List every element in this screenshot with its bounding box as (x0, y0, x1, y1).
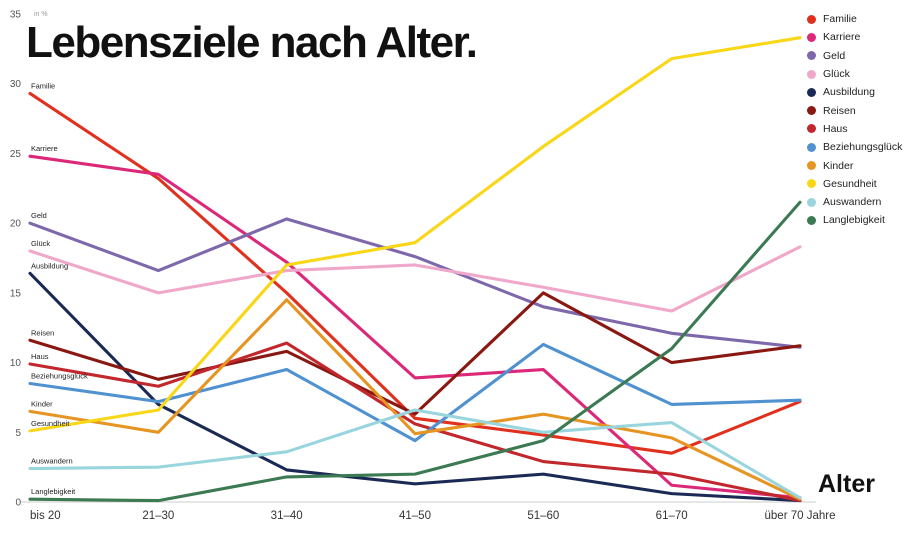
series-line-geld (28, 217, 802, 349)
series-line-kinder (28, 298, 802, 501)
legend-label: Reisen (823, 104, 856, 117)
series-start-label-familie: Familie (31, 81, 55, 90)
legend-item-glück: Glück (807, 65, 907, 83)
series-line-langlebigkeit (28, 200, 802, 503)
series-start-label-kinder: Kinder (31, 399, 53, 408)
series-line-glück (28, 245, 802, 313)
legend-dot (807, 51, 816, 61)
legend-item-familie: Familie (807, 10, 907, 28)
legend-dot (807, 124, 816, 134)
y-tick-label: 10 (10, 358, 22, 369)
legend-label: Karriere (823, 31, 861, 44)
legend-item-beziehungsglück: Beziehungsglück (807, 138, 907, 156)
series-start-label-auswandern: Auswandern (31, 457, 73, 466)
legend-dot (807, 87, 816, 97)
x-tick-label: bis 20 (30, 510, 61, 522)
legend-dot (807, 106, 816, 116)
y-tick-label: 0 (15, 498, 21, 509)
legend-label: Geld (823, 49, 846, 62)
x-tick-label: 61–70 (656, 510, 688, 522)
x-tick-label: 21–30 (142, 510, 174, 522)
series-line-gesundheit (28, 36, 802, 433)
legend-dot (807, 179, 816, 189)
x-tick-label: 41–50 (399, 510, 431, 522)
legend-item-ausbildung: Ausbildung (807, 83, 907, 101)
x-tick-label: 51–60 (527, 510, 559, 522)
series-start-label-karriere: Karriere (31, 144, 58, 153)
legend-dot (807, 197, 816, 207)
series-start-label-gesundheit: Gesundheit (31, 419, 70, 428)
x-axis-title: Alter (818, 470, 875, 498)
legend-label: Haus (823, 122, 848, 135)
legend-dot (807, 32, 816, 42)
series-line-beziehungsglück (28, 342, 802, 443)
series-line-karriere (28, 154, 802, 500)
legend-label: Langlebigkeit (823, 214, 885, 227)
y-tick-label: 5 (15, 428, 21, 439)
series-start-label-ausbildung: Ausbildung (31, 261, 68, 270)
x-tick-label: über 70 Jahre (765, 510, 836, 522)
page-title: Lebensziele nach Alter. (26, 18, 478, 67)
y-tick-label: 15 (10, 288, 22, 299)
x-tick-label: 31–40 (271, 510, 303, 522)
series-line-haus (28, 341, 802, 503)
legend: Familie Karriere Geld Glück Ausbildung Reisen… (807, 10, 907, 230)
legend-dot (807, 215, 816, 225)
legend-item-langlebigkeit: Langlebigkeit (807, 211, 907, 229)
legend-label: Gesundheit (823, 177, 877, 190)
legend-label: Glück (823, 68, 850, 81)
series-line-ausbildung (28, 271, 802, 503)
legend-item-kinder: Kinder (807, 156, 907, 174)
legend-item-haus: Haus (807, 120, 907, 138)
legend-item-karriere: Karriere (807, 28, 907, 46)
legend-label: Ausbildung (823, 86, 875, 99)
legend-label: Familie (823, 13, 857, 26)
series-start-label-haus: Haus (31, 352, 49, 361)
legend-item-auswandern: Auswandern (807, 193, 907, 211)
legend-item-reisen: Reisen (807, 101, 907, 119)
y-tick-label: 30 (10, 79, 22, 90)
y-axis-unit: in % (34, 11, 48, 18)
legend-item-gesundheit: Gesundheit (807, 175, 907, 193)
y-tick-label: 25 (10, 149, 22, 160)
series-line-familie (28, 91, 802, 455)
y-tick-label: 20 (10, 219, 22, 230)
legend-dot (807, 142, 816, 152)
legend-label: Kinder (823, 159, 854, 172)
series-start-label-reisen: Reisen (31, 328, 54, 337)
series-line-auswandern (28, 408, 802, 500)
legend-dot (807, 69, 816, 79)
legend-label: Auswandern (823, 196, 882, 209)
legend-dot (807, 14, 816, 24)
series-start-label-geld: Geld (31, 211, 47, 220)
series-start-label-langlebigkeit: Langlebigkeit (31, 487, 76, 496)
legend-item-geld: Geld (807, 47, 907, 65)
series-start-label-beziehungsglück: Beziehungsglück (31, 371, 88, 380)
y-tick-label: 35 (10, 10, 22, 21)
legend-dot (807, 161, 816, 171)
legend-label: Beziehungsglück (823, 141, 903, 154)
series-start-label-glück: Glück (31, 239, 50, 248)
series-line-reisen (28, 291, 802, 416)
